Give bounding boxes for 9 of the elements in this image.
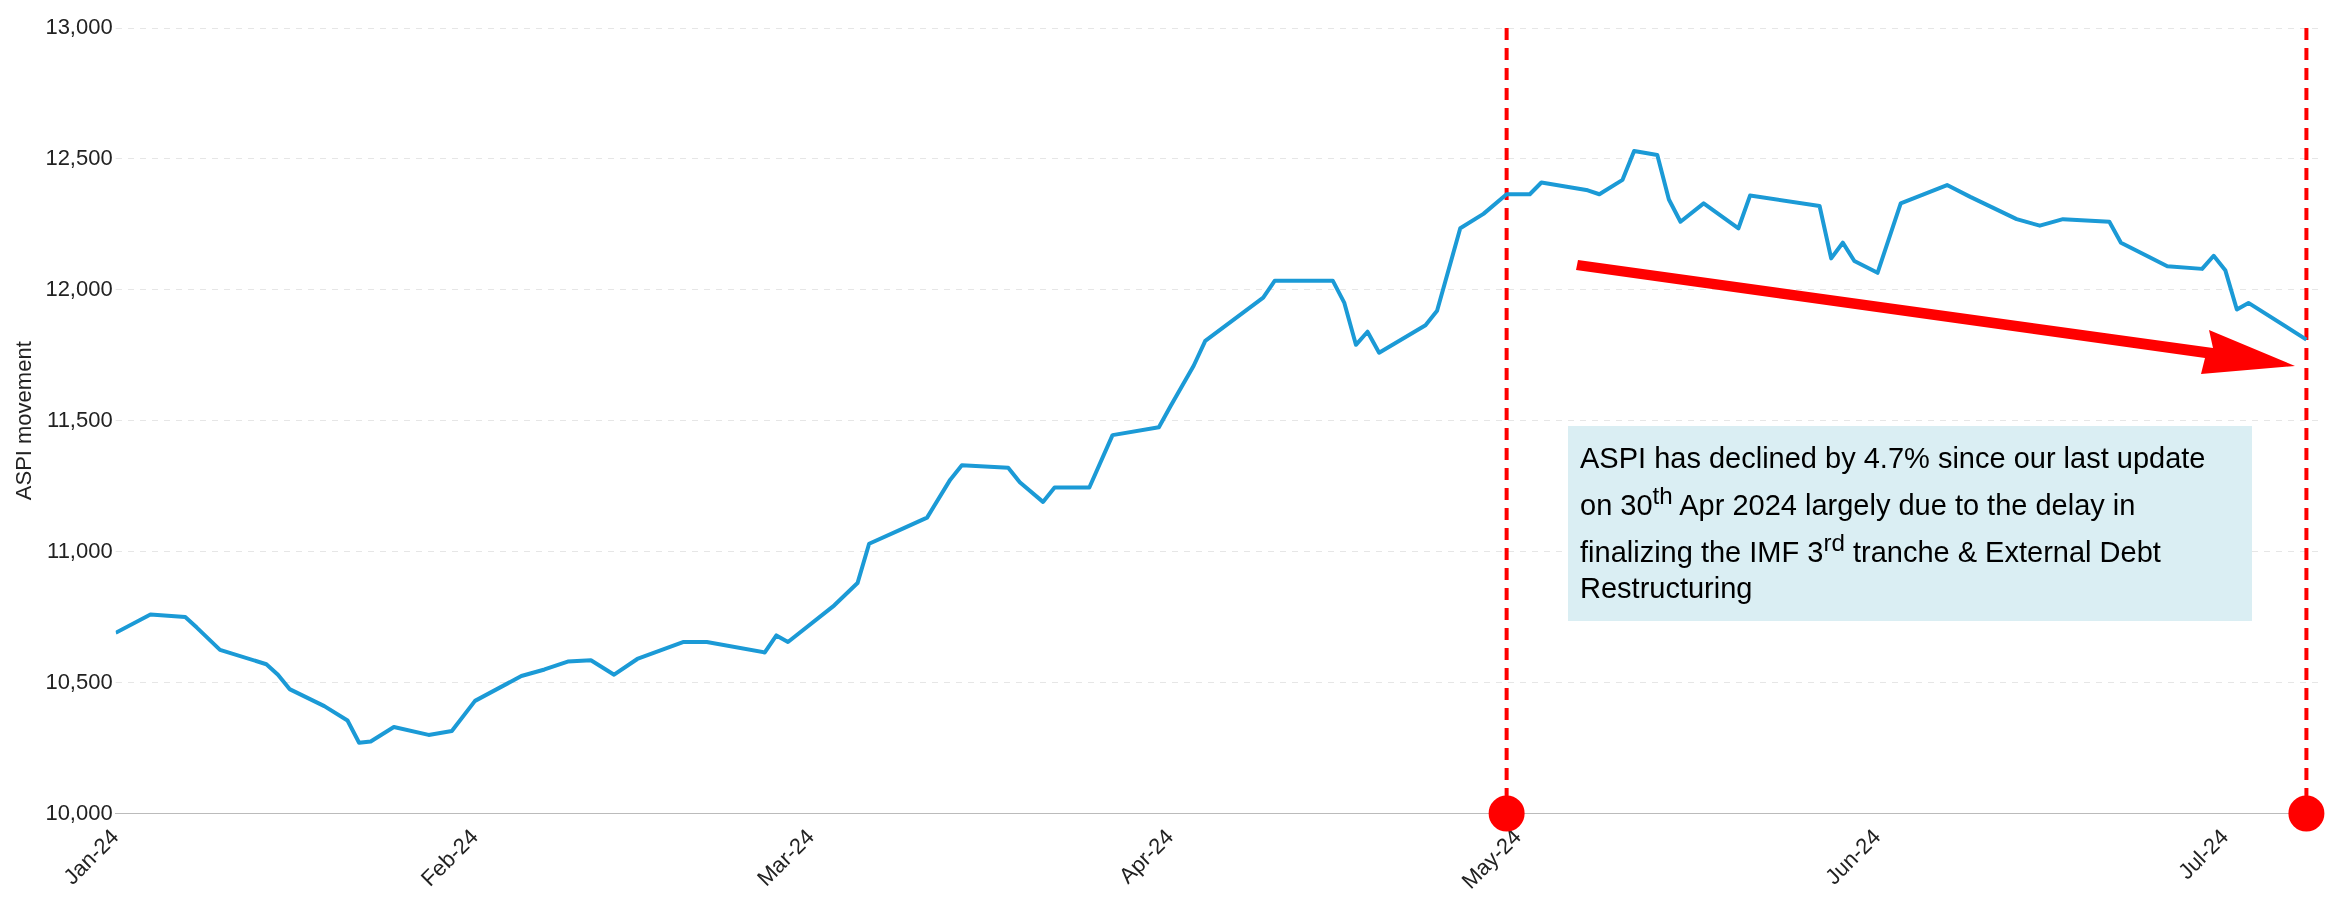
y-tick-label: 10,500 xyxy=(45,668,113,694)
text: ASPI has declined by 4.7% since our last update on 30$^{th}$ Apr 2024 largely due to the delay in finalizing the IMF 3$^{rd}$ tranche & External Debt Restructuring xyxy=(1580,442,2206,605)
y-tick-label: 11,000 xyxy=(47,537,113,563)
y-axis-title: ASPI movement xyxy=(11,341,37,501)
y-tick-label: 10,000 xyxy=(45,799,113,825)
y-tick-label: 11,500 xyxy=(47,406,113,432)
y-tick-label: 13,000 xyxy=(45,14,113,40)
y-tick-label: 12,500 xyxy=(45,144,113,170)
y-tick-label: 12,000 xyxy=(45,275,113,301)
